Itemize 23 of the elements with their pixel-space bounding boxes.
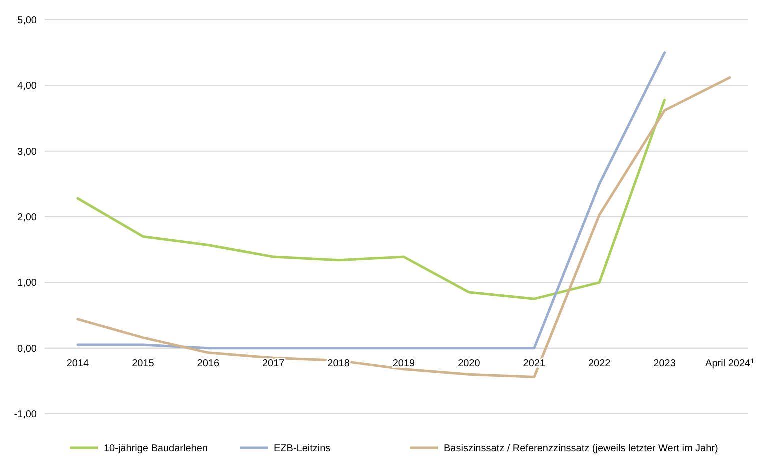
y-tick-label: 2,00 bbox=[18, 212, 38, 224]
line-series bbox=[76, 52, 666, 350]
x-tick-label: 2014 bbox=[66, 358, 90, 370]
line-series bbox=[76, 98, 666, 300]
x-tick-label: 2020 bbox=[458, 358, 481, 370]
x-tick-label: 2017 bbox=[262, 358, 286, 370]
y-tick-label: 4,00 bbox=[18, 81, 38, 92]
x-tick-label: April 2024$^{1}$ bbox=[706, 358, 755, 370]
y-tick-label: 3,00 bbox=[18, 146, 38, 158]
x-tick-label: 2021 bbox=[523, 358, 546, 370]
y-tick-label: 1,00 bbox=[18, 278, 38, 290]
x-tick-label: 2019 bbox=[392, 358, 416, 370]
legend-label: Basiszinssatz / Referenzzinssatz (jeweils letzter Wert im Jahr) bbox=[444, 444, 718, 454]
x-tick-label: 2016 bbox=[197, 358, 220, 370]
y-tick-label: -1,00 bbox=[14, 410, 38, 420]
legend-label: 10-jährige Baudarlehen bbox=[104, 444, 208, 454]
x-tick-label: 2023 bbox=[654, 358, 676, 370]
x-tick-label: 2015 bbox=[132, 358, 155, 370]
legend-label: EZB-Leitzins bbox=[274, 444, 331, 454]
y-tick-label: 5,00 bbox=[18, 16, 38, 26]
y-tick-label: 0,00 bbox=[18, 344, 38, 355]
x-tick-label: 2018 bbox=[328, 358, 350, 370]
x-tick-label: 2022 bbox=[588, 358, 612, 370]
